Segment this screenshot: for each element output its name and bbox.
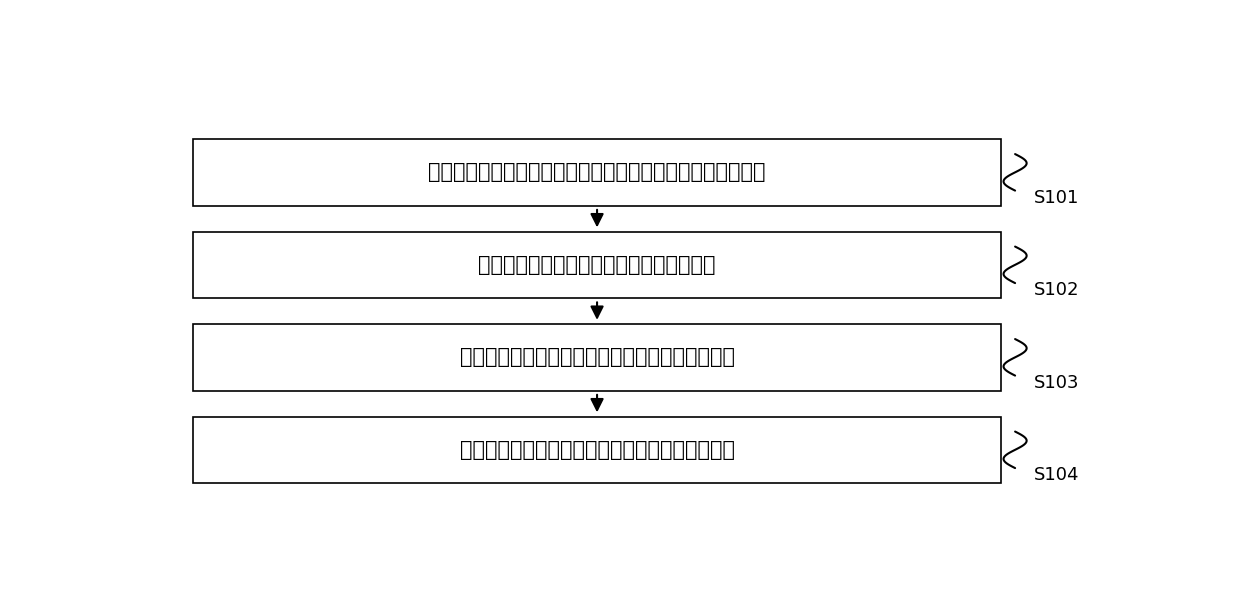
Bar xyxy=(193,324,1001,391)
Text: S101: S101 xyxy=(1034,188,1080,206)
Text: 采用水平集方法对三维胸部图像进行分割，得到二维肺部图像: 采用水平集方法对三维胸部图像进行分割，得到二维肺部图像 xyxy=(428,163,766,182)
Bar xyxy=(193,139,1001,206)
Text: 对肺部血管图像进行体渲染得到三维肺部血管图像: 对肺部血管图像进行体渲染得到三维肺部血管图像 xyxy=(460,440,734,460)
Text: S102: S102 xyxy=(1034,281,1080,299)
Text: 对掩膜图像进行插值计算得到完整的肺部血管图像: 对掩膜图像进行插值计算得到完整的肺部血管图像 xyxy=(460,347,734,367)
Text: S104: S104 xyxy=(1034,466,1080,484)
Bar xyxy=(193,416,1001,483)
Text: S103: S103 xyxy=(1034,373,1080,392)
Text: 根据二维肺部图像获取肺部血管的掩膜图像: 根据二维肺部图像获取肺部血管的掩膜图像 xyxy=(479,255,715,275)
Bar xyxy=(193,232,1001,298)
